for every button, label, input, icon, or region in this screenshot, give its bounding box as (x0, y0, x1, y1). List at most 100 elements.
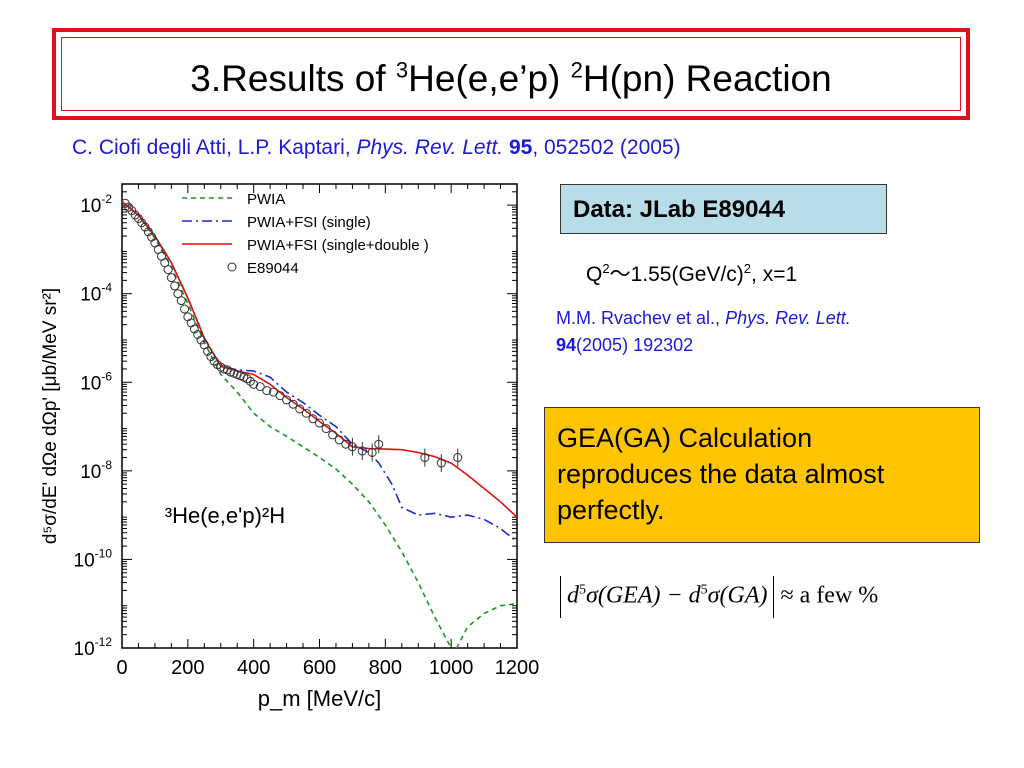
ref2-rest: (2005) 192302 (576, 335, 694, 355)
x-axis-label: p_m [MeV/c] (258, 686, 381, 711)
kin-unit-sup: 2 (743, 261, 752, 276)
formula: d5σ(GEA) − d5σ(GA) ≈ a few % (560, 576, 980, 618)
data-point (170, 281, 180, 291)
y-axis-label: d⁵σ/dE' dΩe dΩp' [μb/MeV sr²] (40, 288, 61, 544)
data-point (166, 273, 176, 283)
x-tick-label: 800 (369, 657, 402, 679)
legend: PWIA PWIA+FSI (single) PWIA+FSI (single+do… (182, 191, 429, 277)
formula-right: σ(GA) (707, 582, 768, 609)
data-point (282, 395, 292, 405)
gea-line-1: GEA(GA) Calculation (557, 423, 813, 453)
data-point (367, 447, 377, 457)
x-tick-label: 0 (116, 657, 127, 679)
data-point (301, 408, 311, 418)
legend-label: PWIA (247, 191, 285, 208)
kin-q-rest: ～1.55(GeV/c) (609, 263, 744, 286)
reaction-annotation: ³He(e,e'p)²H (165, 503, 285, 528)
data-point (328, 430, 338, 440)
formula-exp2: 5 (700, 582, 708, 598)
data-point (453, 453, 463, 463)
data-point (374, 439, 384, 449)
data-point (315, 418, 324, 428)
data-point (176, 296, 186, 306)
data-point (196, 335, 206, 345)
data-point (143, 227, 153, 237)
abs-bar-left (560, 576, 561, 618)
citation-volume: 95 (508, 136, 533, 159)
y-tick-label: 10-8 (80, 458, 112, 483)
gea-line-3: perfectly. (557, 495, 665, 525)
y-tick-label: 10-2 (80, 192, 112, 217)
title-sup-3: 3 (395, 57, 409, 83)
data-point (420, 453, 430, 463)
citation: C. Ciofi degli Atti, L.P. Kaptari, Phys.… (72, 136, 681, 160)
title-frame: 3.Results of 3He(e,e’p) 2H(pn) Reaction (52, 28, 970, 120)
data-point (186, 318, 196, 328)
data-point (436, 458, 446, 468)
gea-callout: GEA(GA) Calculation reproduces the data … (544, 407, 980, 543)
data-point (180, 304, 190, 314)
series-line (122, 200, 517, 648)
data-point (255, 382, 265, 392)
legend-label: E89044 (247, 260, 299, 277)
curves (122, 200, 517, 648)
gea-line-2: reproduces the data almost (557, 459, 885, 489)
formula-exp1: 5 (579, 582, 586, 598)
data-point (341, 439, 351, 449)
axis-ticks: 0 200 400 600 800 1000 1200 10-2 10-4 10-6 10-8 10-… (74, 183, 540, 679)
y-tick-label: 10-4 (80, 281, 112, 306)
citation-authors: C. Ciofi degli Atti, L.P. Kaptari, (72, 136, 357, 159)
kinematics-text: Q2～1.55(GeV/c)2, x=1 (586, 258, 797, 288)
cross-section-chart: 0 200 400 600 800 1000 1200 10-2 10-4 10-6 10-8 10-… (40, 183, 540, 711)
data-point (347, 442, 357, 452)
citation-rest: , 052502 (2005) (532, 136, 681, 159)
data-point (163, 265, 173, 275)
data-reference: M.M. Rvachev et al., Phys. Rev. Lett. 94(… (556, 305, 851, 359)
title-mid: He(e,e’p) (408, 58, 571, 99)
formula-d1: d (567, 582, 579, 609)
data-point (183, 312, 193, 322)
abs-bar-right (773, 576, 775, 618)
data-point (288, 399, 298, 409)
slide-title: 3.Results of 3He(e,e’p) 2H(pn) Reaction (56, 58, 966, 100)
data-point (140, 222, 150, 232)
data-point (321, 424, 331, 434)
data-point (262, 386, 272, 396)
data-label-box: Data: JLab E89044 (560, 184, 887, 234)
data-point (308, 414, 318, 424)
x-tick-label: 400 (237, 657, 270, 679)
data-point (203, 346, 213, 356)
formula-tail: ≈ a few % (780, 582, 879, 609)
title-suffix: H(pn) Reaction (582, 58, 832, 99)
legend-marker (227, 262, 237, 272)
ref2-journal: Phys. Rev. Lett. (725, 308, 851, 328)
x-tick-label: 200 (171, 657, 204, 679)
ref2-volume: 94 (556, 335, 577, 355)
data-point (245, 376, 255, 386)
data-point (206, 352, 216, 362)
y-tick-label: 10-10 (74, 546, 113, 571)
kin-q-sup: 2 (602, 261, 610, 276)
formula-d2: d (688, 582, 701, 609)
x-tick-label: 600 (303, 657, 336, 679)
y-tick-label: 10-6 (80, 369, 112, 394)
legend-label: PWIA+FSI (single+double ) (247, 237, 429, 254)
data-point (275, 391, 285, 401)
citation-journal: Phys. Rev. Lett. (356, 136, 504, 159)
series-line (122, 200, 517, 518)
data-point (357, 446, 367, 456)
formula-left: σ(GEA) − (586, 582, 689, 609)
data-points (122, 198, 463, 473)
data-point (242, 374, 252, 384)
title-prefix: 3.Results of (190, 58, 396, 99)
ref2-authors: M.M. Rvachev et al., (556, 308, 726, 328)
x-tick-label: 1000 (429, 657, 474, 679)
kin-q: Q (586, 263, 603, 286)
x-tick-label: 1200 (495, 657, 540, 679)
data-point (249, 379, 259, 389)
data-point (295, 404, 305, 414)
y-tick-label: 10-12 (74, 635, 113, 660)
title-inner-border (61, 37, 961, 111)
legend-label: PWIA+FSI (single) (247, 214, 371, 231)
title-sup-2: 2 (570, 57, 583, 83)
